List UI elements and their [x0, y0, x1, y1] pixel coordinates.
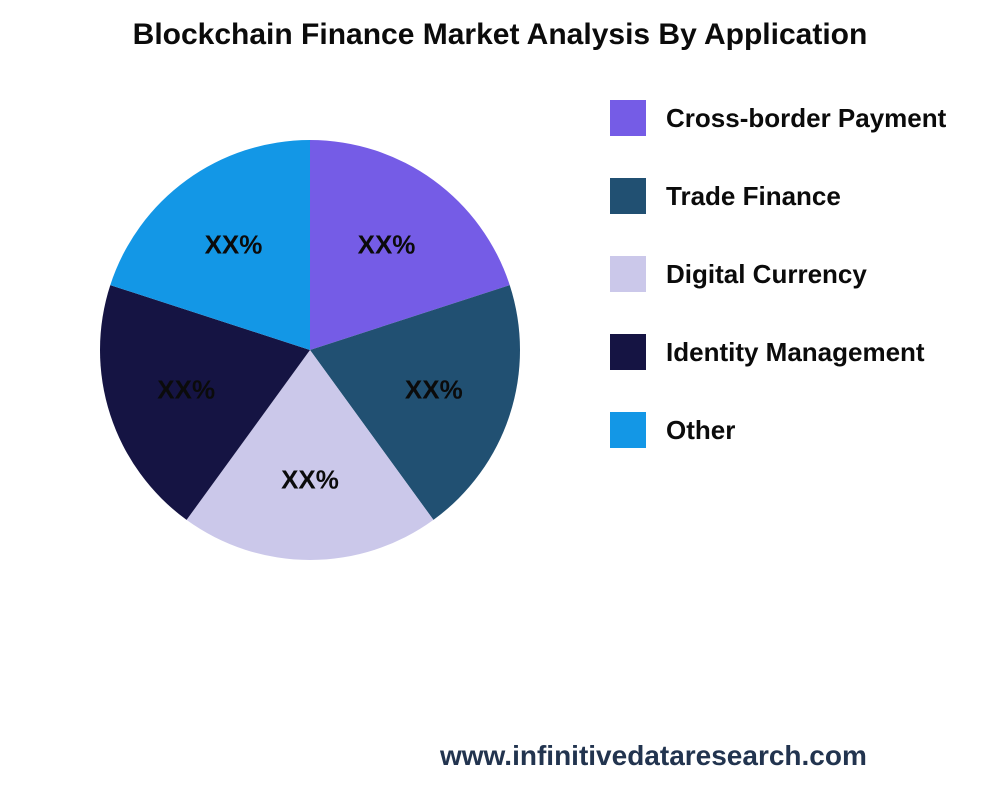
- legend-item: Cross-border Payment: [610, 100, 946, 136]
- legend-swatch: [610, 178, 646, 214]
- legend-label: Trade Finance: [666, 181, 841, 212]
- legend-swatch: [610, 100, 646, 136]
- pie-chart: XX% XX% XX% XX% XX%: [100, 140, 520, 560]
- pie-slice-label: XX%: [205, 229, 263, 260]
- legend-label: Cross-border Payment: [666, 103, 946, 134]
- chart-title: Blockchain Finance Market Analysis By Ap…: [0, 18, 1000, 52]
- legend-label: Other: [666, 415, 735, 446]
- legend-swatch: [610, 334, 646, 370]
- legend-item: Other: [610, 412, 946, 448]
- pie-slice-label: XX%: [405, 375, 463, 406]
- pie-slice-label: XX%: [157, 375, 215, 406]
- pie-svg: [100, 140, 520, 560]
- legend-label: Identity Management: [666, 337, 925, 368]
- legend-label: Digital Currency: [666, 259, 867, 290]
- pie-slice-label: XX%: [281, 465, 339, 496]
- legend-item: Digital Currency: [610, 256, 946, 292]
- legend-swatch: [610, 412, 646, 448]
- legend-item: Trade Finance: [610, 178, 946, 214]
- pie-slice-label: XX%: [358, 229, 416, 260]
- legend-swatch: [610, 256, 646, 292]
- legend-item: Identity Management: [610, 334, 946, 370]
- legend: Cross-border Payment Trade Finance Digital…: [610, 100, 946, 448]
- footer-link[interactable]: www.infinitivedataresearch.com: [440, 740, 867, 772]
